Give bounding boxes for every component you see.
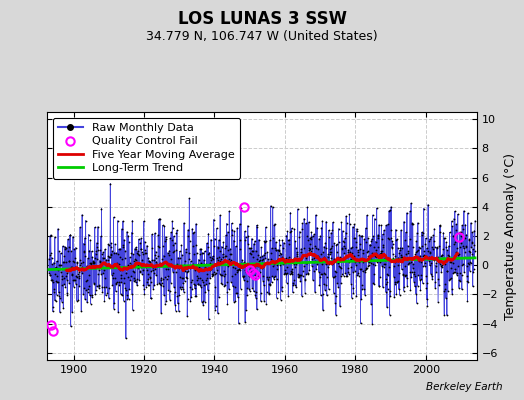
Y-axis label: Temperature Anomaly (°C): Temperature Anomaly (°C) (504, 152, 517, 320)
Text: LOS LUNAS 3 SSW: LOS LUNAS 3 SSW (178, 10, 346, 28)
Legend: Raw Monthly Data, Quality Control Fail, Five Year Moving Average, Long-Term Tren: Raw Monthly Data, Quality Control Fail, … (53, 118, 240, 179)
Text: Berkeley Earth: Berkeley Earth (427, 382, 503, 392)
Text: 34.779 N, 106.747 W (United States): 34.779 N, 106.747 W (United States) (146, 30, 378, 43)
